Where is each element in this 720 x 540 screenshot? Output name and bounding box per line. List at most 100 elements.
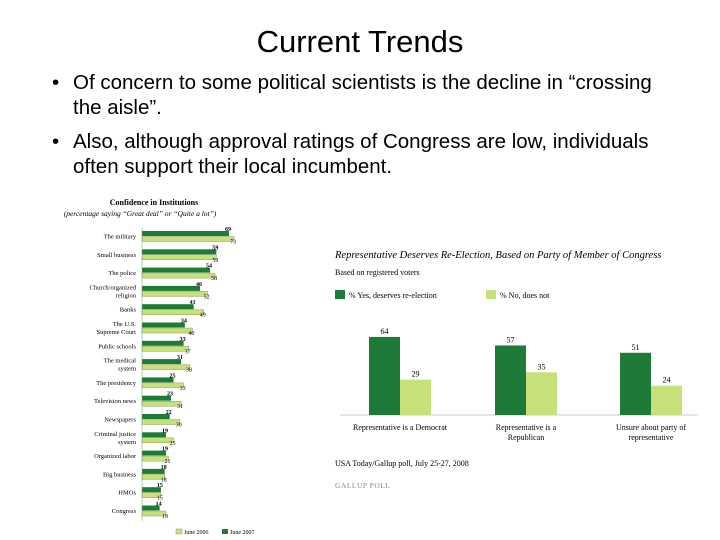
bar-yes <box>369 336 400 415</box>
bar-june-2006 <box>141 254 217 260</box>
bar-june-2007 <box>142 322 185 328</box>
bullet-dot: • <box>52 71 60 94</box>
bar-june-2006 <box>141 419 180 425</box>
legend-swatch-june-2006 <box>175 528 183 535</box>
bar-june-2006 <box>141 236 235 242</box>
confidence-chart: Confidence in Institutions (percentage sa… <box>64 198 255 536</box>
data-label-2006: 31 <box>177 404 183 410</box>
category-label: Newspapers <box>104 417 136 424</box>
data-label-2006: 58 <box>211 276 217 282</box>
category-label: Representative is a Democrat <box>353 423 448 432</box>
bar-no <box>651 385 682 415</box>
bar-yes <box>620 352 651 415</box>
data-label-2006: 33 <box>180 386 186 392</box>
data-label-2007: 46 <box>196 282 202 288</box>
category-label: Unsure about party of <box>616 423 686 432</box>
data-label-2006: 59 <box>212 258 218 264</box>
data-label-2007: 19 <box>162 447 168 453</box>
legend-label-yes: % Yes, deserves re-election <box>349 291 437 300</box>
bar-june-2007 <box>142 395 171 401</box>
data-label-2007: 41 <box>190 300 196 306</box>
category-label: Public schools <box>98 343 136 350</box>
bar-june-2006 <box>141 382 184 389</box>
bar-june-2006 <box>141 272 216 279</box>
bar-june-2007 <box>142 414 170 419</box>
source-note: USA Today/Gallup poll, July 25-27, 2008 <box>335 459 469 468</box>
bar-june-2007 <box>142 505 160 511</box>
data-label-2007: 25 <box>170 373 176 379</box>
chart-subtitle: Based on registered voters <box>335 268 420 277</box>
bar-june-2007 <box>142 450 166 456</box>
slide-title: Current Trends <box>256 24 464 59</box>
legend-swatch-june-2007 <box>222 529 228 534</box>
category-label: system <box>118 366 136 373</box>
data-label-2007: 34 <box>181 319 187 325</box>
data-label-2006: 37 <box>185 349 191 355</box>
bullet-item: • Of concern to some political scientists… <box>52 70 652 120</box>
category-label: The police <box>108 270 136 277</box>
legend-swatch-no <box>486 290 496 299</box>
data-label: 24 <box>663 376 671 385</box>
category-label: Congress <box>112 508 137 515</box>
bar-yes <box>495 345 526 415</box>
bar-june-2007 <box>142 267 211 273</box>
bullet-list: • Of concern to some political scientists… <box>52 70 652 188</box>
data-label: 64 <box>381 327 389 336</box>
data-label: 51 <box>632 343 640 352</box>
bar-june-2007 <box>142 231 229 236</box>
bar-june-2007 <box>142 487 161 493</box>
category-label: religion <box>116 292 137 299</box>
bullet-dot: • <box>52 130 60 153</box>
data-label-2006: 30 <box>176 423 182 429</box>
data-label-2007: 18 <box>161 465 167 471</box>
bar-june-2006 <box>141 309 204 315</box>
bar-june-2007 <box>142 377 174 383</box>
data-label-2007: 22 <box>166 410 172 416</box>
data-label-2006: 19 <box>162 514 168 520</box>
data-label-2006: 18 <box>161 477 167 483</box>
data-label-2007: 59 <box>212 245 218 251</box>
bar-june-2007 <box>142 468 165 474</box>
category-label: Small business <box>97 252 136 259</box>
data-label-2006: 73 <box>230 240 236 246</box>
bar-june-2006 <box>141 364 191 370</box>
data-label-2007: 23 <box>167 392 173 398</box>
bullet-text: Also, although approval ratings of Congr… <box>73 130 649 178</box>
chart-subtitle: (percentage saying “Great deal” or “Quit… <box>64 209 217 218</box>
data-label-2006: 25 <box>170 441 176 447</box>
category-label: HMOs <box>118 490 136 497</box>
category-label: The medical <box>104 358 136 365</box>
category-label: system <box>118 439 136 446</box>
reelection-chart: Representative Deserves Re-Election, Bas… <box>334 250 698 490</box>
bar-no <box>526 372 557 415</box>
data-label-2007: 31 <box>177 355 183 361</box>
data-label-2006: 52 <box>204 294 210 300</box>
category-label: Criminal justice <box>94 431 136 438</box>
category-label: The U.S. <box>113 321 137 328</box>
bar-june-2006 <box>141 346 189 352</box>
data-label: 29 <box>412 370 420 379</box>
data-label-2007: 54 <box>206 264 212 270</box>
category-label: Church/organized <box>90 284 137 291</box>
data-label-2006: 21 <box>164 459 170 465</box>
legend-swatch-yes <box>335 290 345 299</box>
data-label: 35 <box>538 362 546 371</box>
category-label: Republican <box>508 433 544 442</box>
data-label-2007: 19 <box>162 428 168 434</box>
category-label: Organized labor <box>94 453 137 460</box>
bullet-text: Of concern to some political scientists … <box>73 71 652 119</box>
bar-june-2007 <box>142 359 182 365</box>
bar-june-2007 <box>142 249 217 255</box>
data-label-2006: 40 <box>188 331 194 337</box>
category-label: representative <box>629 433 674 442</box>
bullet-item: • Also, although approval ratings of Cong… <box>52 129 652 179</box>
category-label: The military <box>104 234 137 241</box>
data-label: 57 <box>507 335 515 344</box>
chart-title: Confidence in Institutions <box>110 198 198 207</box>
gallup-logo: GALLUP POLL <box>335 481 390 490</box>
bar-june-2007 <box>142 304 194 310</box>
bar-june-2007 <box>142 432 166 438</box>
category-label: Banks <box>120 307 137 314</box>
chart-title: Representative Deserves Re-Election, Bas… <box>334 250 661 261</box>
legend-label-june-2006: June 2006 <box>184 530 209 536</box>
